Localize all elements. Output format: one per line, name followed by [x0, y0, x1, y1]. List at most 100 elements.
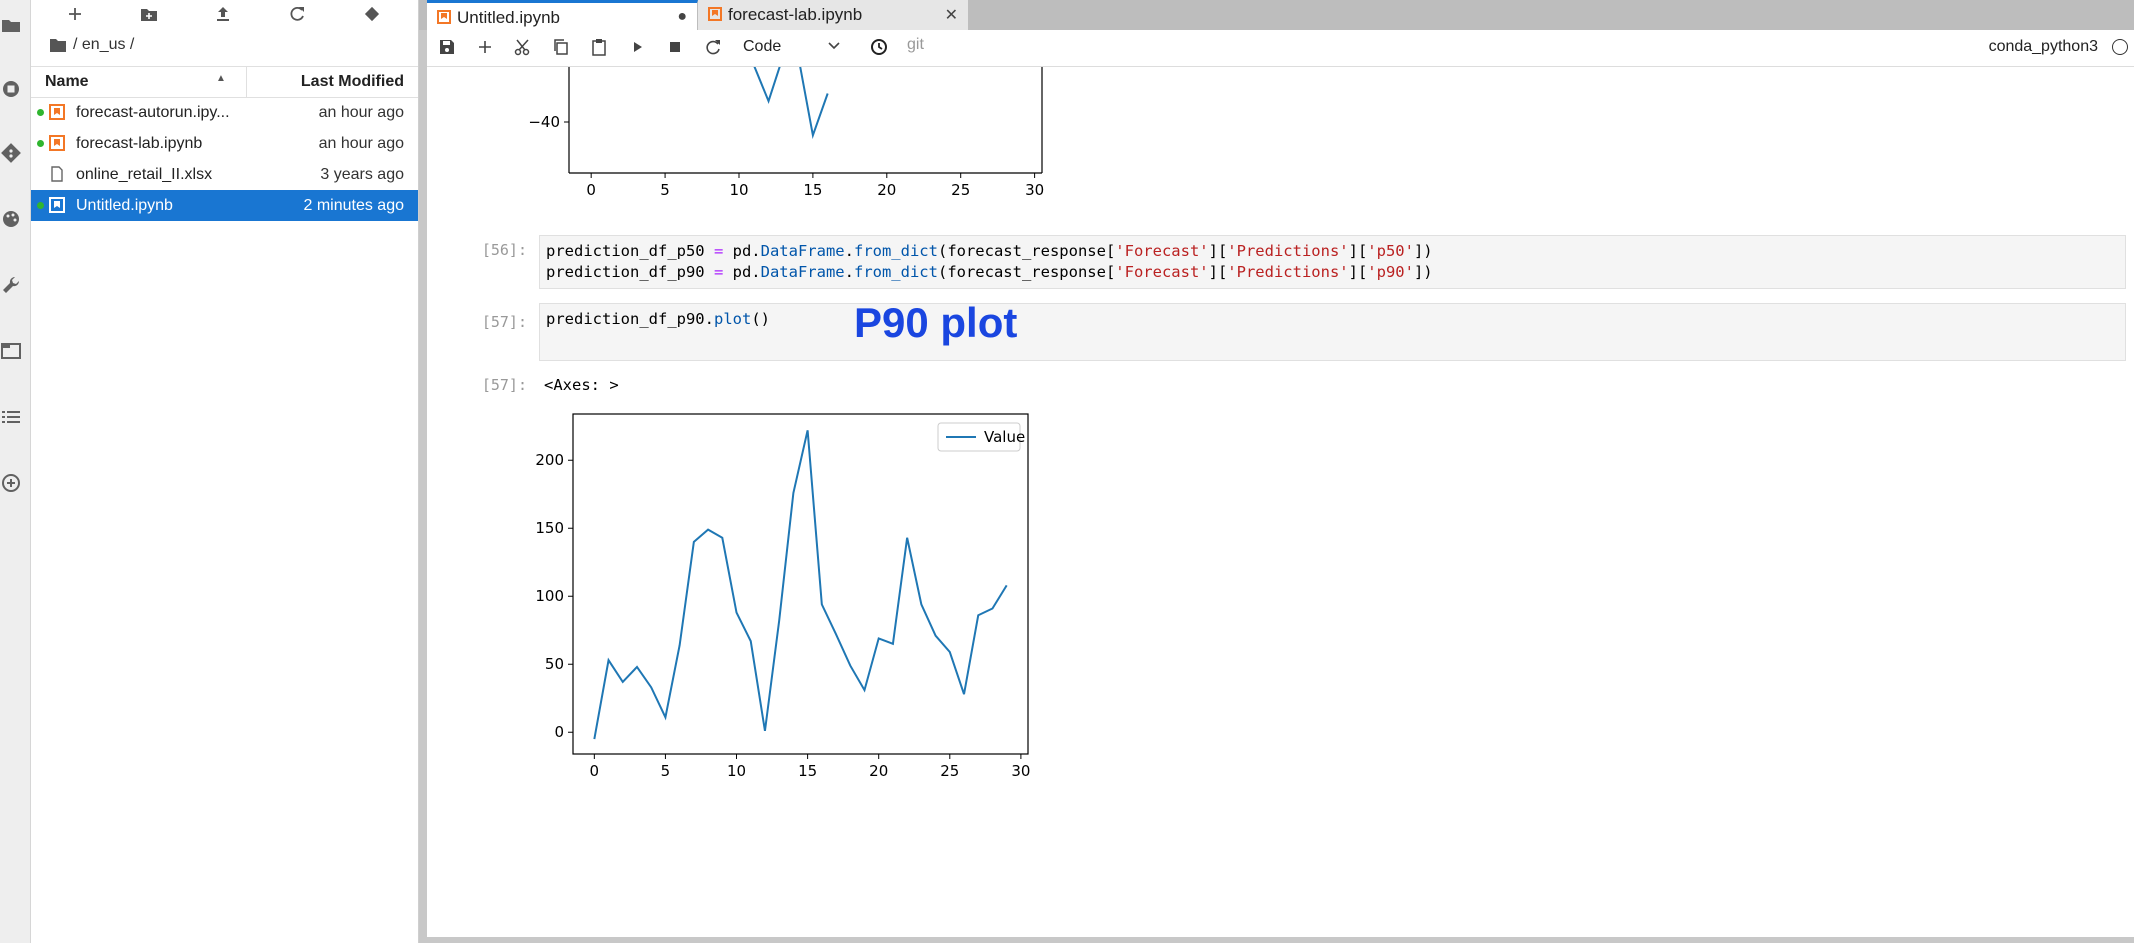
- close-icon[interactable]: ✕: [944, 7, 958, 24]
- git-clone-icon[interactable]: [361, 3, 383, 25]
- tab-untitled[interactable]: Untitled.ipynb ●: [427, 0, 698, 30]
- series-line: [753, 67, 829, 140]
- wrench-icon[interactable]: [0, 274, 22, 296]
- code-editor[interactable]: prediction_df_p50 = pd.DataFrame.from_di…: [540, 236, 2125, 288]
- code-token: =: [704, 263, 733, 281]
- new-launcher-icon[interactable]: [64, 3, 86, 25]
- palette-icon[interactable]: [0, 208, 22, 230]
- code-token: ][: [1348, 263, 1368, 281]
- kernel-name[interactable]: conda_python3: [1988, 38, 2098, 55]
- notebook-icon: [49, 197, 65, 213]
- file-modified: an hour ago: [318, 104, 404, 121]
- x-tick-label: 0: [590, 762, 600, 780]
- code-token: ]): [1413, 263, 1433, 281]
- breadcrumb-path[interactable]: / en_us /: [73, 36, 135, 53]
- run-icon[interactable]: [627, 37, 647, 57]
- y-tick-label: 0: [554, 723, 564, 741]
- cell-type-select[interactable]: Code: [743, 38, 782, 55]
- notebook-toolbar: Code git conda_python3: [427, 30, 2134, 67]
- code-token: (): [751, 310, 770, 328]
- file-row-selected[interactable]: Untitled.ipynb 2 minutes ago: [31, 190, 418, 221]
- home-folder-icon[interactable]: [49, 37, 67, 53]
- git-icon[interactable]: [0, 142, 22, 164]
- code-token: plot: [713, 310, 752, 328]
- add-cell-icon[interactable]: [475, 37, 495, 57]
- code-token: prediction_df_p90: [546, 263, 705, 281]
- horizontal-scrollbar[interactable]: [427, 937, 2134, 943]
- tab-label: forecast-lab.ipynb: [728, 5, 863, 24]
- file-row[interactable]: forecast-lab.ipynb an hour ago: [31, 128, 418, 159]
- code-token: 'Forecast': [1115, 263, 1209, 281]
- code-cell-active[interactable]: prediction_df_p90.plot(): [539, 303, 2126, 361]
- cut-icon[interactable]: [513, 37, 533, 57]
- file-row[interactable]: forecast-autorun.ipy... an hour ago: [31, 97, 418, 128]
- new-folder-icon[interactable]: [138, 3, 160, 25]
- code-token: from_dict: [853, 263, 938, 281]
- kernel-idle-icon: [2112, 39, 2128, 55]
- tab-forecast-lab[interactable]: forecast-lab.ipynb ✕: [698, 0, 969, 30]
- column-modified-header[interactable]: Last Modified: [300, 73, 404, 90]
- file-icon: [51, 166, 63, 182]
- paste-icon[interactable]: [589, 37, 609, 57]
- clock-icon[interactable]: [869, 37, 889, 57]
- extension-brain-icon[interactable]: [0, 472, 22, 494]
- tabs-icon[interactable]: [0, 340, 22, 362]
- x-tick-label: 5: [661, 762, 671, 780]
- code-token: DataFrame: [760, 242, 845, 260]
- x-tick-label: 30: [1025, 181, 1044, 199]
- code-token: prediction_df_p90.: [546, 310, 714, 328]
- cell-prompt: [57]:: [481, 313, 527, 331]
- tab-bar: Untitled.ipynb ● forecast-lab.ipynb ✕: [419, 0, 2134, 30]
- file-modified: 2 minutes ago: [303, 197, 404, 214]
- sort-ascending-icon: ▲: [216, 73, 226, 84]
- x-tick-label: 10: [729, 181, 748, 199]
- file-row[interactable]: online_retail_II.xlsx 3 years ago: [31, 159, 418, 190]
- x-tick-label: 10: [727, 762, 746, 780]
- notebook-content[interactable]: 0 5 10 15 20 25 30 −40 [56]: prediction_df_p50 …: [427, 67, 2134, 937]
- x-tick-label: 25: [940, 762, 959, 780]
- file-list-header: Name ▲ Last Modified: [31, 66, 418, 98]
- toc-icon[interactable]: [0, 406, 22, 428]
- code-token: DataFrame: [760, 263, 845, 281]
- notebook-icon: [708, 7, 722, 21]
- previous-plot: 0 5 10 15 20 25 30 −40: [528, 67, 1044, 199]
- column-divider[interactable]: [246, 67, 247, 97]
- file-browser-toolbar: [31, 0, 418, 28]
- breadcrumb[interactable]: / en_us /: [49, 36, 134, 54]
- restart-icon[interactable]: [703, 37, 723, 57]
- series-line-value: [593, 430, 1008, 740]
- notebook-icon: [49, 104, 65, 120]
- y-tick-label: 100: [535, 587, 564, 605]
- stop-icon[interactable]: [665, 37, 685, 57]
- file-modified: 3 years ago: [320, 166, 404, 183]
- code-token: ][: [1208, 242, 1228, 260]
- code-token: .: [844, 263, 854, 281]
- refresh-icon[interactable]: [286, 3, 308, 25]
- x-tick-label: 15: [803, 181, 822, 199]
- code-token: 'p50': [1367, 242, 1414, 260]
- code-cell[interactable]: prediction_df_p50 = pd.DataFrame.from_di…: [539, 235, 2126, 289]
- copy-icon[interactable]: [551, 37, 571, 57]
- unsaved-dot-icon[interactable]: ●: [677, 8, 687, 25]
- y-tick-label: −40: [528, 113, 560, 131]
- file-name: Untitled.ipynb: [76, 197, 173, 214]
- running-kernels-icon[interactable]: [0, 78, 22, 100]
- cell-prompt: [56]:: [481, 241, 527, 259]
- code-token: (forecast_response[: [937, 242, 1116, 260]
- chevron-down-icon[interactable]: [827, 38, 841, 52]
- main-area: Untitled.ipynb ● forecast-lab.ipynb ✕ Co…: [419, 0, 2134, 943]
- column-name-header[interactable]: Name: [45, 73, 89, 90]
- save-icon[interactable]: [437, 37, 457, 57]
- code-token: pd.: [732, 242, 761, 260]
- folder-icon[interactable]: [0, 14, 22, 36]
- output-text: <Axes: >: [544, 376, 619, 394]
- legend-label: Value: [984, 428, 1025, 446]
- code-token: from_dict: [853, 242, 938, 260]
- p90-line-chart: 0 5 10 15 20 25 30 0 50 100 150 200 Value: [535, 413, 1030, 780]
- notebook-icon: [437, 10, 451, 24]
- code-token: ][: [1348, 242, 1368, 260]
- git-label[interactable]: git: [907, 36, 924, 53]
- upload-icon[interactable]: [212, 3, 234, 25]
- code-editor[interactable]: prediction_df_p90.plot(): [540, 304, 2125, 335]
- x-tick-label: 15: [798, 762, 817, 780]
